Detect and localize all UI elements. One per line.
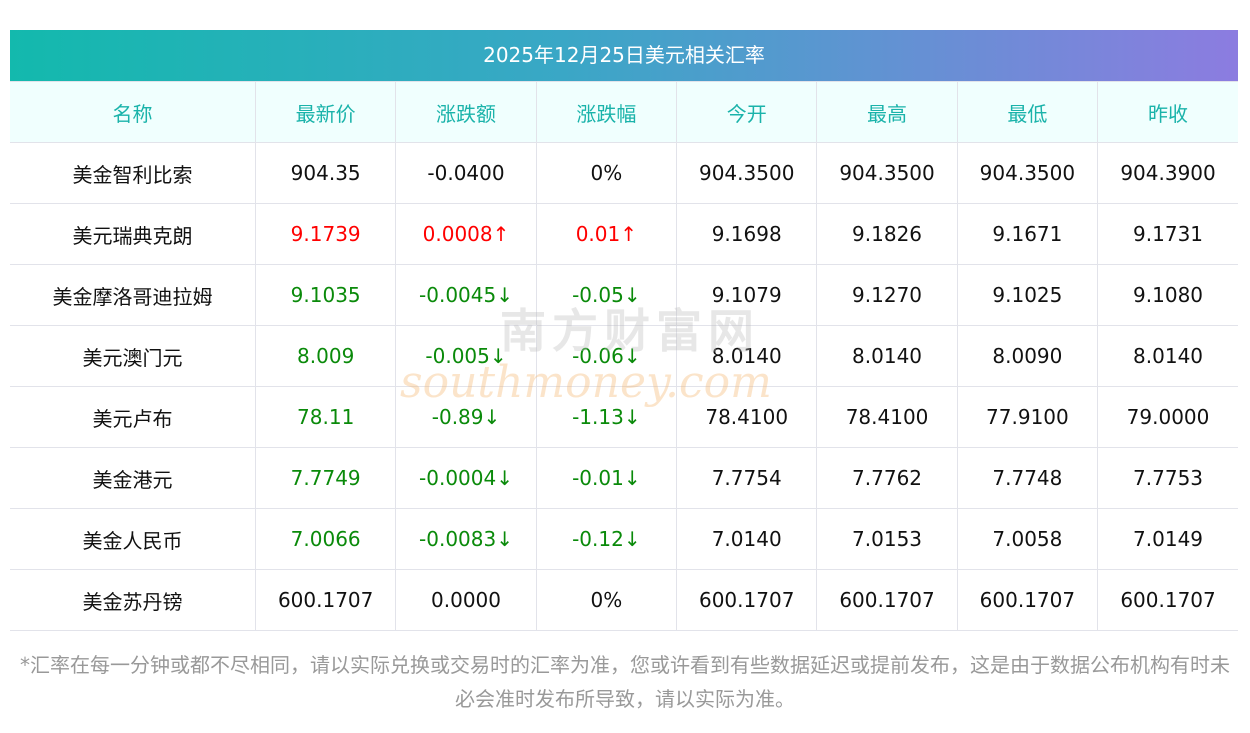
cell-prev: 7.0149 — [1097, 508, 1238, 570]
table-row: 美元卢布 78.11 -0.89↓ -1.13↓ 78.4100 78.4100 77.91… — [10, 386, 1238, 448]
cell-low: 7.7748 — [956, 447, 1099, 509]
column-header: 今开 — [676, 81, 818, 143]
cell-name: 美金人民币 — [10, 508, 256, 570]
cell-change: -0.89↓ — [395, 386, 537, 448]
cell-high: 904.3500 — [816, 142, 958, 204]
header-row: 名称 最新价 涨跌额 涨跌幅 今开 最高 最低 昨收 — [10, 81, 1238, 143]
cell-pct: -0.01↓ — [535, 447, 678, 509]
cell-prev: 600.1707 — [1097, 569, 1238, 631]
cell-change: -0.0083↓ — [395, 508, 537, 570]
cell-name: 美元澳门元 — [10, 325, 256, 387]
cell-prev: 904.3900 — [1097, 142, 1238, 204]
cell-high: 7.7762 — [816, 447, 958, 509]
table-row: 美金港元 7.7749 -0.0004↓ -0.01↓ 7.7754 7.7762 7.77… — [10, 447, 1238, 509]
cell-open: 600.1707 — [676, 569, 818, 631]
cell-high: 8.0140 — [816, 325, 958, 387]
disclaimer-note: *汇率在每一分钟或都不尽相同，请以实际兑换或交易时的汇率为准，您或许看到有些数据… — [20, 653, 1230, 711]
cell-change: -0.0400 — [395, 142, 537, 204]
cell-high: 78.4100 — [816, 386, 958, 448]
cell-pct: 0% — [535, 569, 678, 631]
table-title: 2025年12月25日美元相关汇率 — [10, 30, 1238, 81]
cell-low: 7.0058 — [956, 508, 1099, 570]
column-header: 最低 — [956, 81, 1099, 143]
cell-latest: 8.009 — [254, 325, 397, 387]
cell-high: 9.1826 — [816, 203, 958, 265]
cell-high: 7.0153 — [816, 508, 958, 570]
cell-low: 9.1025 — [956, 264, 1099, 326]
cell-pct: -0.12↓ — [535, 508, 678, 570]
cell-low: 904.3500 — [956, 142, 1099, 204]
cell-latest: 600.1707 — [254, 569, 397, 631]
column-header: 涨跌额 — [395, 81, 537, 143]
cell-prev: 8.0140 — [1097, 325, 1238, 387]
cell-latest: 7.0066 — [254, 508, 397, 570]
table-row: 美元澳门元 8.009 -0.005↓ -0.06↓ 8.0140 8.0140 8.009… — [10, 325, 1238, 387]
cell-name: 美金苏丹镑 — [10, 569, 256, 631]
cell-low: 9.1671 — [956, 203, 1099, 265]
cell-pct: -1.13↓ — [535, 386, 678, 448]
table-row: 美金人民币 7.0066 -0.0083↓ -0.12↓ 7.0140 7.0153 7.0… — [10, 508, 1238, 570]
table-row: 美金摩洛哥迪拉姆 9.1035 -0.0045↓ -0.05↓ 9.1079 9.1270… — [10, 264, 1238, 326]
cell-open: 7.0140 — [676, 508, 818, 570]
cell-name: 美元瑞典克朗 — [10, 203, 256, 265]
cell-pct: -0.05↓ — [535, 264, 678, 326]
cell-name: 美金摩洛哥迪拉姆 — [10, 264, 256, 326]
cell-latest: 904.35 — [254, 142, 397, 204]
cell-change: 0.0008↑ — [395, 203, 537, 265]
cell-change: -0.0045↓ — [395, 264, 537, 326]
cell-change: 0.0000 — [395, 569, 537, 631]
cell-pct: 0% — [535, 142, 678, 204]
column-header: 最高 — [816, 81, 958, 143]
cell-low: 77.9100 — [956, 386, 1099, 448]
column-header: 名称 — [10, 81, 256, 143]
cell-latest: 9.1739 — [254, 203, 397, 265]
cell-latest: 78.11 — [254, 386, 397, 448]
cell-open: 9.1698 — [676, 203, 818, 265]
cell-low: 8.0090 — [956, 325, 1099, 387]
cell-prev: 79.0000 — [1097, 386, 1238, 448]
cell-name: 美金智利比索 — [10, 142, 256, 204]
cell-prev: 7.7753 — [1097, 447, 1238, 509]
cell-prev: 9.1731 — [1097, 203, 1238, 265]
column-header: 涨跌幅 — [535, 81, 678, 143]
cell-high: 9.1270 — [816, 264, 958, 326]
cell-high: 600.1707 — [816, 569, 958, 631]
cell-latest: 7.7749 — [254, 447, 397, 509]
exchange-rate-table: 名称 最新价 涨跌额 涨跌幅 今开 最高 最低 昨收 美金智利比索 904.35 -0.0400 0… — [10, 81, 1238, 631]
cell-open: 7.7754 — [676, 447, 818, 509]
cell-open: 9.1079 — [676, 264, 818, 326]
table-row: 美元瑞典克朗 9.1739 0.0008↑ 0.01↑ 9.1698 9.1826 9.16… — [10, 203, 1238, 265]
cell-name: 美金港元 — [10, 447, 256, 509]
cell-pct: -0.06↓ — [535, 325, 678, 387]
table-row: 美金智利比索 904.35 -0.0400 0% 904.3500 904.3500 904… — [10, 142, 1238, 204]
cell-pct: 0.01↑ — [535, 203, 678, 265]
cell-open: 904.3500 — [676, 142, 818, 204]
table-row: 美金苏丹镑 600.1707 0.0000 0% 600.1707 600.1707 600… — [10, 569, 1238, 631]
cell-latest: 9.1035 — [254, 264, 397, 326]
cell-open: 8.0140 — [676, 325, 818, 387]
cell-open: 78.4100 — [676, 386, 818, 448]
cell-low: 600.1707 — [956, 569, 1099, 631]
cell-prev: 9.1080 — [1097, 264, 1238, 326]
column-header: 昨收 — [1097, 81, 1238, 143]
cell-change: -0.005↓ — [395, 325, 537, 387]
cell-change: -0.0004↓ — [395, 447, 537, 509]
column-header: 最新价 — [254, 81, 397, 143]
cell-name: 美元卢布 — [10, 386, 256, 448]
